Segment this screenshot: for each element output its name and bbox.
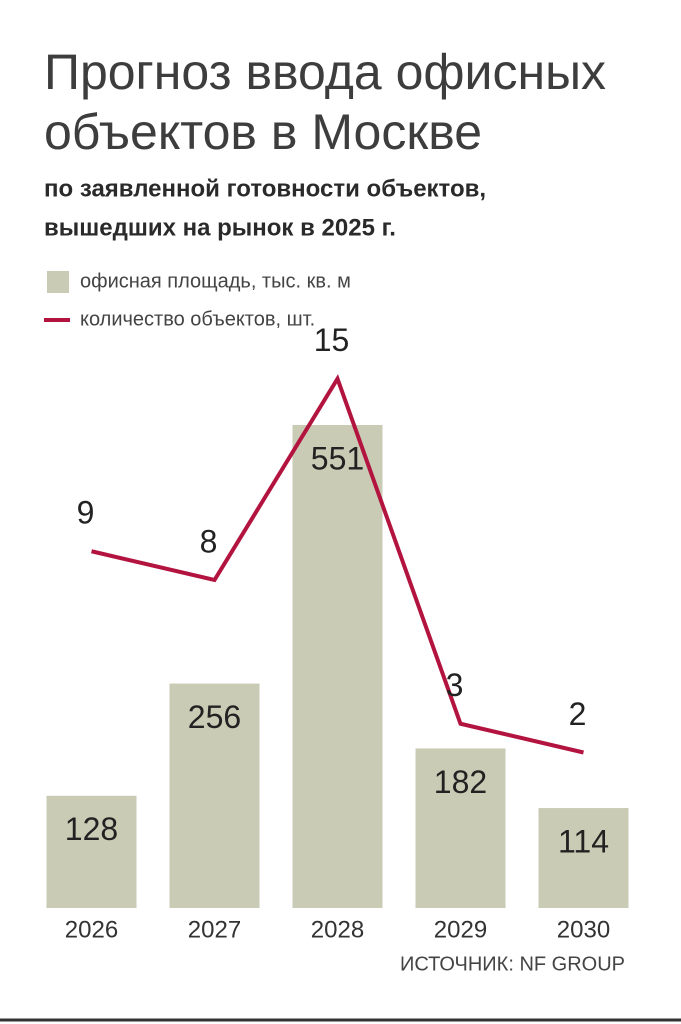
line-value-label: 15	[314, 322, 350, 358]
x-tick-label: 2028	[311, 916, 364, 943]
line-value-label: 2	[569, 696, 587, 732]
bar	[292, 424, 383, 908]
x-tick-label: 2029	[434, 916, 487, 943]
x-tick-label: 2027	[188, 916, 241, 943]
bar-value-label: 114	[558, 824, 609, 860]
x-tick-label: 2026	[65, 916, 118, 943]
line	[91, 374, 584, 755]
chart-title: объектов в Москве	[44, 104, 482, 160]
x-tick-label: 2030	[557, 916, 610, 943]
legend-label: количество объектов, шт.	[80, 308, 315, 330]
legend-label: офисная площадь, тыс. кв. м	[80, 270, 351, 292]
bar	[415, 748, 506, 908]
line-value-label: 3	[446, 667, 464, 703]
source: ИСТОЧНИК: NF GROUP	[400, 953, 625, 975]
bar-value-label: 128	[65, 811, 118, 847]
bar-value-label: 551	[311, 440, 364, 476]
bar-value-label: 182	[434, 764, 487, 800]
line-value-label: 8	[200, 523, 218, 559]
bar	[46, 795, 137, 908]
bar-value-label: 256	[188, 699, 241, 735]
chart-title: Прогноз ввода офисных	[44, 44, 606, 100]
line-value-label: 9	[77, 495, 95, 531]
bar	[538, 808, 629, 908]
chart-subtitle: по заявленной готовности объектов,	[44, 175, 486, 202]
chart-subtitle: вышедших на рынок в 2025 г.	[44, 214, 396, 241]
bar	[169, 683, 260, 908]
legend-swatch	[47, 271, 69, 293]
